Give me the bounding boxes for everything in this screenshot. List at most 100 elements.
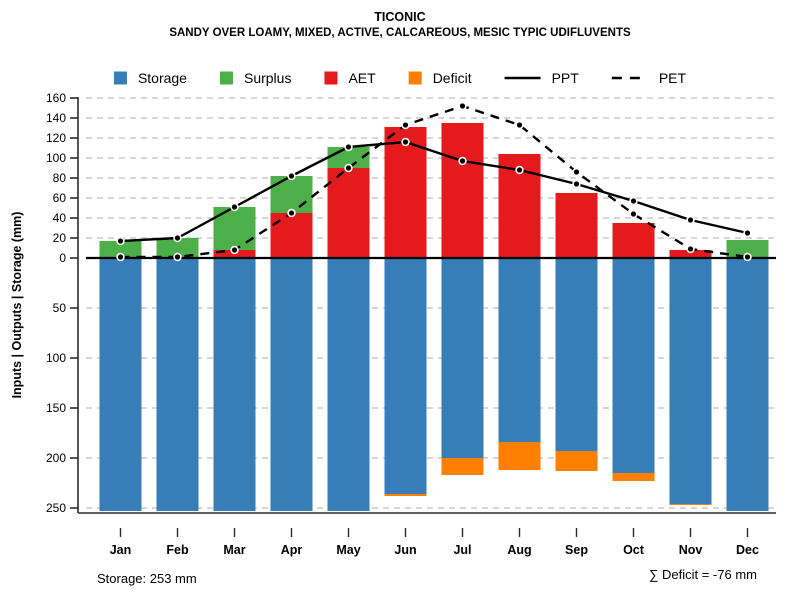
x-tick-label-jan: Jan: [110, 543, 132, 557]
x-tick-label-mar: Mar: [223, 543, 245, 557]
legend-group: Storage Surplus AET Deficit PPT PET: [113, 70, 687, 86]
bar-storage-may: [327, 258, 370, 511]
marker-ppt-jan: [116, 236, 125, 246]
y-tick-label: 60: [53, 191, 67, 205]
chart-title: TICONIC: [374, 10, 425, 24]
bar-storage-nov: [669, 258, 712, 504]
marker-pet-oct: [629, 209, 638, 219]
y-tick-label: 20: [53, 231, 67, 245]
bar-storage-oct: [612, 258, 655, 473]
x-tick-label-aug: Aug: [507, 543, 531, 557]
legend-label-deficit: Deficit: [433, 70, 472, 86]
bar-aet-jun: [384, 127, 427, 258]
legend-label-aet: AET: [348, 70, 376, 86]
bar-aet-jul: [441, 123, 484, 258]
bar-deficit-aug: [498, 442, 541, 470]
y-tick-label: 250: [46, 501, 66, 515]
legend-swatch-deficit: [408, 71, 422, 85]
x-tick-label-jul: Jul: [453, 543, 471, 557]
bars-group: [99, 123, 769, 511]
marker-pet-aug: [515, 120, 524, 130]
gridlines-group: [86, 97, 776, 509]
marker-ppt-apr: [287, 171, 296, 181]
y-tick-label: 200: [46, 451, 66, 465]
bar-storage-aug: [498, 258, 541, 442]
marker-ppt-oct: [629, 196, 638, 206]
legend-swatch-aet: [324, 71, 338, 85]
bar-deficit-oct: [612, 473, 655, 481]
marker-ppt-mar: [230, 202, 239, 212]
x-tick-label-jun: Jun: [394, 543, 416, 557]
deficit-total-text: ∑ Deficit = -76 mm: [649, 567, 757, 582]
x-tick-label-feb: Feb: [166, 543, 189, 557]
marker-pet-jul: [458, 101, 467, 111]
line-pet: [120, 104, 748, 259]
legend-swatch-surplus: [219, 71, 233, 85]
bar-storage-dec: [726, 258, 769, 511]
line-series-group: [116, 101, 752, 262]
y-tick-label: 50: [53, 301, 67, 315]
bar-aet-may: [327, 168, 370, 258]
storage-total-text: Storage: 253 mm: [97, 571, 197, 586]
bar-storage-sep: [555, 258, 598, 451]
marker-pet-nov: [686, 244, 695, 254]
marker-ppt-nov: [686, 215, 695, 225]
bar-deficit-nov: [669, 504, 712, 505]
marker-pet-dec: [743, 252, 752, 262]
bar-surplus-jan: [99, 241, 142, 257]
bar-surplus-mar: [213, 207, 256, 250]
x-tick-label-nov: Nov: [679, 543, 703, 557]
marker-ppt-may: [344, 142, 353, 152]
bar-aet-nov: [669, 250, 712, 258]
y-tick-label: 100: [46, 151, 66, 165]
chart-subtitle: SANDY OVER LOAMY, MIXED, ACTIVE, CALCARE…: [169, 27, 631, 39]
legend-swatch-storage: [113, 71, 127, 85]
y-tick-label: 100: [46, 351, 66, 365]
marker-pet-feb: [173, 252, 182, 262]
bar-storage-mar: [213, 258, 256, 511]
bar-storage-jun: [384, 258, 427, 494]
y-tick-label: 140: [46, 111, 66, 125]
marker-pet-jun: [401, 120, 410, 130]
y-tick-label: 150: [46, 401, 66, 415]
x-tick-label-oct: Oct: [623, 543, 645, 557]
marker-pet-apr: [287, 208, 296, 218]
bar-surplus-apr: [270, 176, 313, 213]
y-tick-label: 120: [46, 131, 66, 145]
marker-ppt-jul: [458, 156, 467, 166]
marker-ppt-aug: [515, 165, 524, 175]
bar-storage-feb: [156, 258, 199, 511]
bar-storage-jul: [441, 258, 484, 458]
marker-ppt-dec: [743, 228, 752, 238]
x-tick-label-dec: Dec: [736, 543, 759, 557]
legend-label-storage: Storage: [138, 70, 187, 86]
y-axis-label: Inputs | Outputs | Storage (mm): [10, 212, 24, 399]
marker-pet-sep: [572, 167, 581, 177]
legend-label-ppt: PPT: [552, 70, 580, 86]
bar-aet-apr: [270, 213, 313, 258]
y-tick-label: 40: [53, 211, 67, 225]
marker-pet-may: [344, 163, 353, 173]
marker-ppt-jun: [401, 137, 410, 147]
bar-aet-sep: [555, 193, 598, 258]
bar-surplus-dec: [726, 240, 769, 257]
bar-deficit-jul: [441, 458, 484, 475]
bar-deficit-sep: [555, 451, 598, 471]
x-tick-label-may: May: [336, 543, 360, 557]
marker-pet-mar: [230, 245, 239, 255]
bar-storage-jan: [99, 258, 142, 511]
bar-aet-oct: [612, 223, 655, 258]
marker-ppt-sep: [572, 179, 581, 189]
marker-ppt-feb: [173, 233, 182, 243]
marker-pet-jan: [116, 252, 125, 262]
bar-deficit-jun: [384, 494, 427, 496]
bar-storage-apr: [270, 258, 313, 511]
legend-label-pet: PET: [659, 70, 687, 86]
x-tick-label-apr: Apr: [281, 543, 303, 557]
y-tick-label: 80: [53, 171, 67, 185]
bar-surplus-feb: [156, 238, 199, 257]
y-tick-label: 160: [46, 91, 66, 105]
